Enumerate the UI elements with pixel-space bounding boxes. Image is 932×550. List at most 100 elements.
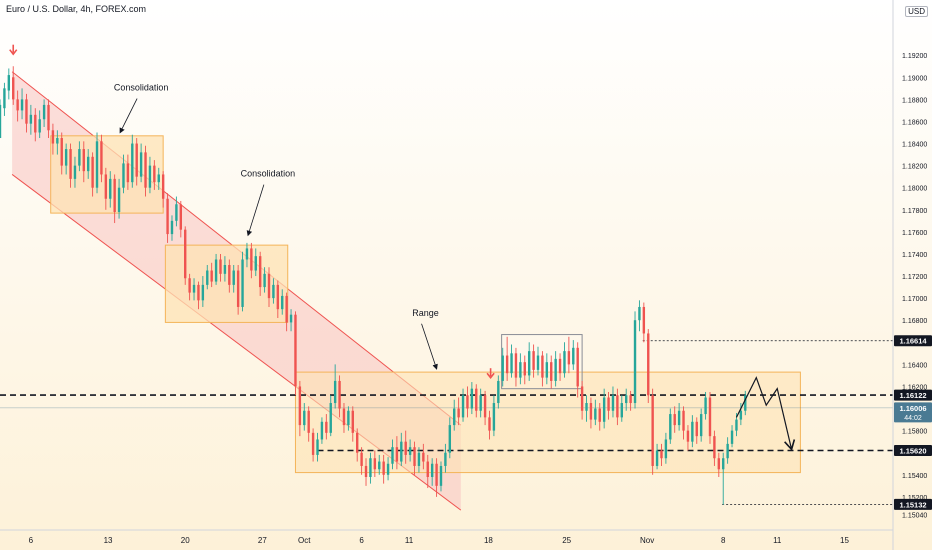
candle-body — [82, 149, 85, 172]
candle-body — [576, 347, 579, 387]
candle — [347, 406, 350, 431]
candle — [470, 382, 474, 415]
candle — [523, 355, 526, 385]
candle-body — [554, 358, 557, 381]
price-tick-label: 1.17200 — [902, 274, 927, 281]
annotation-arrow-3 — [421, 323, 438, 370]
candle-body — [408, 447, 412, 455]
candle — [722, 452, 725, 505]
candle-body — [457, 408, 460, 418]
candle-body — [607, 397, 610, 411]
candle — [400, 432, 403, 466]
candle-body — [153, 165, 156, 183]
candle-body — [695, 421, 698, 437]
candle-body — [338, 380, 341, 409]
candle — [642, 302, 646, 343]
candle-body — [201, 284, 205, 301]
candle-body — [730, 430, 734, 444]
candle-body — [691, 421, 694, 442]
candle — [241, 251, 244, 312]
candle — [647, 329, 650, 404]
candle — [170, 215, 174, 241]
candle — [267, 267, 271, 307]
price-tick-label: 1.18600 — [902, 119, 927, 126]
down-arrow-2 — [486, 368, 495, 380]
candle-body — [492, 403, 496, 431]
candle-body — [713, 436, 716, 459]
candle-body — [426, 461, 429, 477]
candle-body — [139, 152, 143, 177]
candle-body — [717, 458, 721, 470]
candle — [417, 447, 421, 473]
candle — [157, 167, 160, 190]
candle — [73, 156, 77, 188]
candle-body — [307, 410, 310, 433]
candle-body — [461, 395, 465, 418]
time-tick-label: Oct — [298, 536, 311, 545]
candle-body — [258, 256, 262, 288]
candle-body — [651, 395, 654, 466]
candle — [545, 353, 549, 385]
candle-body — [228, 265, 231, 285]
candle-body — [144, 152, 147, 188]
candle — [514, 347, 518, 387]
candle-body — [514, 353, 518, 378]
candle — [527, 342, 531, 381]
candle-body — [404, 441, 407, 455]
candle-body — [276, 284, 280, 310]
candle — [356, 428, 359, 462]
candle-body — [501, 355, 504, 381]
candle-body — [558, 358, 562, 374]
candle-body — [29, 114, 33, 124]
candle-body — [378, 461, 381, 470]
candle-body — [100, 141, 103, 175]
candle — [408, 439, 412, 462]
candle-body — [510, 353, 513, 374]
price-box-value: 1.16006 — [899, 404, 926, 413]
candle — [38, 110, 41, 139]
candle — [201, 276, 205, 307]
candle — [206, 265, 209, 290]
time-tick-label: 20 — [181, 536, 190, 545]
candle-body — [95, 141, 99, 188]
candle-body — [250, 248, 253, 271]
price-box-1.16122: 1.16122 — [894, 389, 932, 401]
candle — [16, 90, 19, 122]
candle-body — [73, 165, 77, 179]
price-tick-label: 1.17600 — [902, 230, 927, 237]
candle-body — [629, 395, 632, 404]
candle-body — [430, 463, 434, 477]
candle — [117, 178, 121, 219]
candle-body — [647, 333, 650, 396]
candle — [369, 452, 372, 484]
candle-body — [69, 149, 72, 179]
candle — [426, 454, 429, 489]
candle-body — [303, 410, 306, 426]
candle — [378, 454, 381, 475]
candle — [744, 390, 747, 416]
candle — [131, 134, 134, 188]
candle — [223, 256, 227, 282]
candle — [113, 174, 116, 224]
candle-body — [131, 143, 134, 183]
candle — [413, 441, 416, 475]
candle — [316, 432, 319, 462]
candle-body — [214, 259, 218, 282]
candle-body — [91, 156, 94, 188]
candle — [602, 388, 606, 429]
candle — [536, 346, 540, 376]
candle — [64, 143, 68, 175]
candle — [655, 443, 659, 470]
candle-body — [541, 355, 544, 378]
candle — [333, 364, 337, 409]
time-tick-label: 11 — [773, 536, 782, 545]
candle-body — [161, 174, 165, 199]
currency-label[interactable]: USD — [905, 6, 928, 17]
candle-body — [664, 439, 668, 459]
candle-body — [342, 408, 346, 426]
price-box-value: 1.16614 — [899, 337, 927, 346]
candle-body — [285, 295, 288, 323]
candles-layer — [0, 66, 747, 505]
